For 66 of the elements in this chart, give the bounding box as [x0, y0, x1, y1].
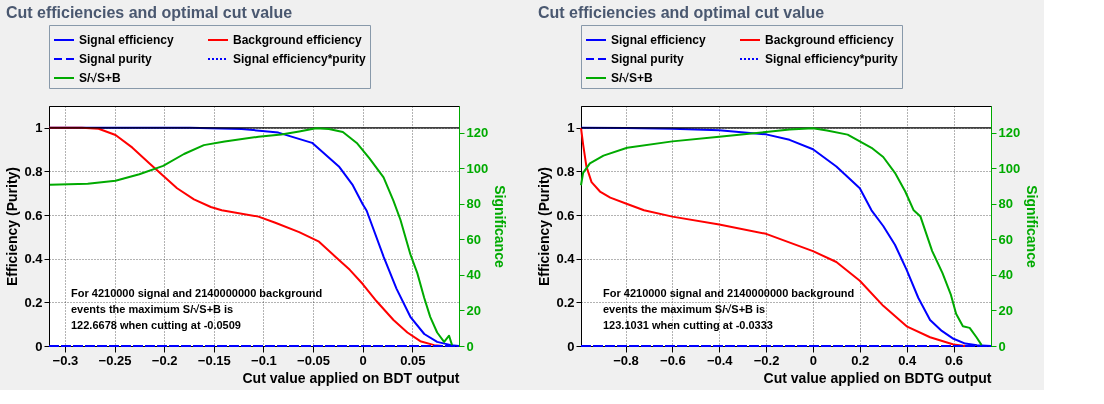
annotation: events the maximum S/√S+B is [603, 303, 766, 315]
x-tick-label: 0.05 [400, 352, 426, 368]
y2-tick-label: 40 [998, 267, 1013, 283]
y2-tick-label: 60 [998, 231, 1013, 247]
annotation: For 4210000 signal and 2140000000 background [71, 287, 323, 299]
y2-axis-title: Significance [492, 185, 509, 268]
x-axis-title: Cut value applied on BDT output [242, 369, 460, 386]
y2-tick-label: 80 [466, 196, 481, 212]
y2-tick-label: 80 [998, 196, 1013, 212]
y-tick-label: 0.4 [556, 251, 576, 267]
x-tick-label: 0 [809, 352, 818, 368]
legend-label: Signal efficiency*purity [233, 52, 367, 66]
x-tick-label: −0.8 [613, 352, 639, 368]
y-tick-label: 1 [567, 120, 575, 136]
x-tick-label: −0.6 [660, 352, 686, 368]
x-tick-label: −0.2 [753, 352, 780, 368]
y2-tick-label: 100 [998, 160, 1021, 176]
y2-tick-label: 100 [466, 160, 489, 176]
x-tick-label: 0.6 [944, 352, 964, 368]
y-tick-label: 0.4 [24, 251, 44, 267]
legend-label: Signal efficiency [611, 33, 707, 47]
annotation: 122.6678 when cutting at -0.0509 [71, 319, 241, 331]
x-tick-label: −0.05 [297, 352, 331, 368]
y2-tick-label: 40 [466, 267, 481, 283]
annotation: events the maximum S/√S+B is [71, 303, 234, 315]
y-axis-title: Efficiency (Purity) [4, 166, 21, 287]
legend-label: Signal purity [611, 52, 684, 66]
y-tick-label: 0 [35, 338, 43, 354]
y-tick-label: 0.6 [24, 207, 43, 223]
x-tick-label: −0.25 [98, 352, 132, 368]
x-tick-label: −0.4 [706, 352, 734, 368]
x-tick-label: −0.1 [251, 352, 277, 368]
x-tick-label: −0.2 [151, 352, 178, 368]
chart-title: Cut efficiencies and optimal cut value [5, 3, 293, 21]
legend-label: S/√S+B [79, 71, 121, 85]
y-axis-title: Efficiency (Purity) [536, 166, 553, 287]
y2-tick-label: 20 [466, 302, 481, 318]
y-tick-label: 0 [567, 338, 575, 354]
x-axis-title: Cut value applied on BDTG output [763, 369, 992, 386]
y-tick-label: 0.2 [556, 294, 575, 310]
y2-tick-label: 0 [998, 338, 1006, 354]
y2-tick-label: 120 [466, 125, 489, 141]
x-tick-label: 0 [359, 352, 367, 368]
y2-tick-label: 20 [998, 302, 1013, 318]
x-tick-label: −0.3 [52, 352, 79, 368]
y-tick-label: 0.8 [556, 163, 575, 179]
chart-title: Cut efficiencies and optimal cut value [537, 3, 825, 21]
legend-label: Signal efficiency*purity [765, 52, 899, 66]
x-tick-label: 0.4 [898, 352, 917, 368]
x-tick-label: 0.2 [851, 352, 870, 368]
y2-tick-label: 60 [466, 231, 481, 247]
y2-axis-title: Significance [1024, 185, 1041, 268]
annotation: For 4210000 signal and 2140000000 background [603, 287, 855, 299]
y2-tick-label: 120 [998, 125, 1021, 141]
legend-label: S/√S+B [611, 71, 653, 85]
y-tick-label: 0.8 [24, 163, 43, 179]
y-tick-label: 0.2 [24, 294, 43, 310]
y2-tick-label: 0 [466, 338, 474, 354]
x-tick-label: −0.15 [197, 352, 231, 368]
annotation: 123.1031 when cutting at -0.0333 [603, 319, 773, 331]
y-tick-label: 0.6 [556, 207, 575, 223]
legend-label: Background efficiency [233, 33, 363, 47]
legend-label: Background efficiency [765, 33, 895, 47]
y-tick-label: 1 [35, 120, 43, 136]
legend-label: Signal efficiency [79, 33, 175, 47]
legend-label: Signal purity [79, 52, 152, 66]
